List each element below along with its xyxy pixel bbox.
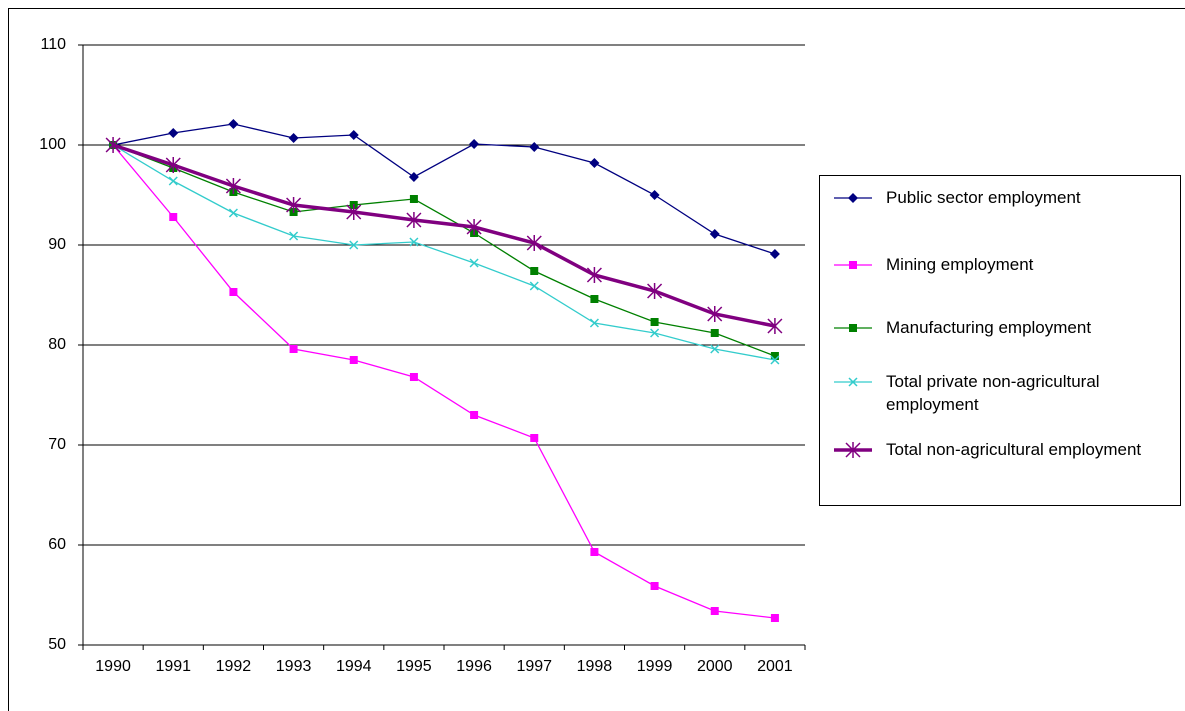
legend-item: Total private non-agricultural employmen… [826,370,1176,416]
data-point [470,411,479,419]
data-point [770,355,780,365]
legend-symbol [834,193,872,203]
data-point [650,328,660,338]
legend-marker [848,193,858,203]
y-tick-label: 60 [48,536,66,553]
legend-marker [848,377,858,387]
x-tick-label: 1999 [637,658,673,675]
data-point [710,344,720,354]
legend-item: Public sector employment [826,186,1176,209]
y-tick-label: 100 [39,136,66,153]
legend-symbol [834,261,872,269]
series-line [112,144,775,619]
chart-border [8,8,1185,711]
data-point [710,329,719,337]
y-tick-label: 70 [48,436,66,453]
legend-label: Total non-agricultural employment [886,440,1142,459]
legend-symbol [834,442,872,458]
data-point [530,267,539,275]
y-tick-label: 50 [48,636,66,653]
data-point [767,318,783,334]
legend-symbol [834,377,872,387]
data-point [105,137,121,153]
data-point [709,229,720,239]
series-line [112,144,776,361]
data-point [228,119,239,129]
data-point [589,318,599,328]
data-point [286,197,302,213]
data-point [469,258,479,268]
data-point [469,139,480,149]
data-point [346,204,362,220]
data-point [770,352,779,360]
data-point [225,178,241,194]
x-tick-label: 2000 [697,658,733,675]
data-point [408,172,419,182]
data-point [530,434,539,442]
legend-item: Mining employment [826,253,1176,276]
x-tick-label: 1991 [155,658,191,675]
series-line [112,143,776,328]
data-point [289,345,298,353]
legend-item: Total non-agricultural employment [826,438,1176,461]
data-point [168,128,179,138]
legend-label: Total private non-agricultural employmen… [886,372,1100,414]
legend-marker [845,442,861,458]
data-point [466,219,482,235]
x-tick-label: 1996 [456,658,492,675]
data-point [228,208,238,218]
data-point [586,267,602,283]
legend-item: Manufacturing employment [826,316,1176,339]
data-point [289,231,299,241]
x-tick-label: 1995 [396,658,432,675]
data-point [770,614,779,622]
data-point [650,582,659,590]
x-tick-label: 1994 [336,658,372,675]
legend-label: Manufacturing employment [886,318,1092,337]
data-point [707,306,723,322]
data-point [647,283,663,299]
legend-symbol [834,324,872,332]
legend: Public sector employment Mining employmen… [819,175,1181,506]
data-point [769,249,780,259]
data-point [529,142,540,152]
data-point [406,212,422,228]
legend-marker [849,324,857,332]
x-tick-label: 2001 [757,658,793,675]
data-point [590,295,599,303]
x-tick-label: 1990 [95,658,131,675]
data-point [288,133,299,143]
data-point [409,195,418,203]
data-point [349,240,359,250]
data-point [409,373,418,381]
data-point [169,213,178,221]
data-point [590,548,599,556]
x-tick-label: 1992 [216,658,252,675]
x-tick-label: 1998 [577,658,613,675]
data-point [650,318,659,326]
legend-label: Public sector employment [886,188,1081,207]
series-line [112,144,776,357]
data-point [168,176,178,186]
data-point [710,607,719,615]
data-point [165,157,181,173]
legend-label: Mining employment [886,255,1034,274]
data-point [409,237,419,247]
x-tick-label: 1993 [276,658,312,675]
x-tick-label: 1997 [516,658,552,675]
y-tick-label: 110 [40,36,66,53]
legend-marker [849,261,857,269]
series-line [112,123,776,255]
data-point [348,130,359,140]
y-tick-label: 80 [48,336,66,353]
y-tick-label: 90 [48,236,66,253]
data-point [589,158,600,168]
data-point [649,190,660,200]
data-point [526,235,542,251]
data-point [229,288,238,296]
data-point [349,356,358,364]
data-point [529,281,539,291]
